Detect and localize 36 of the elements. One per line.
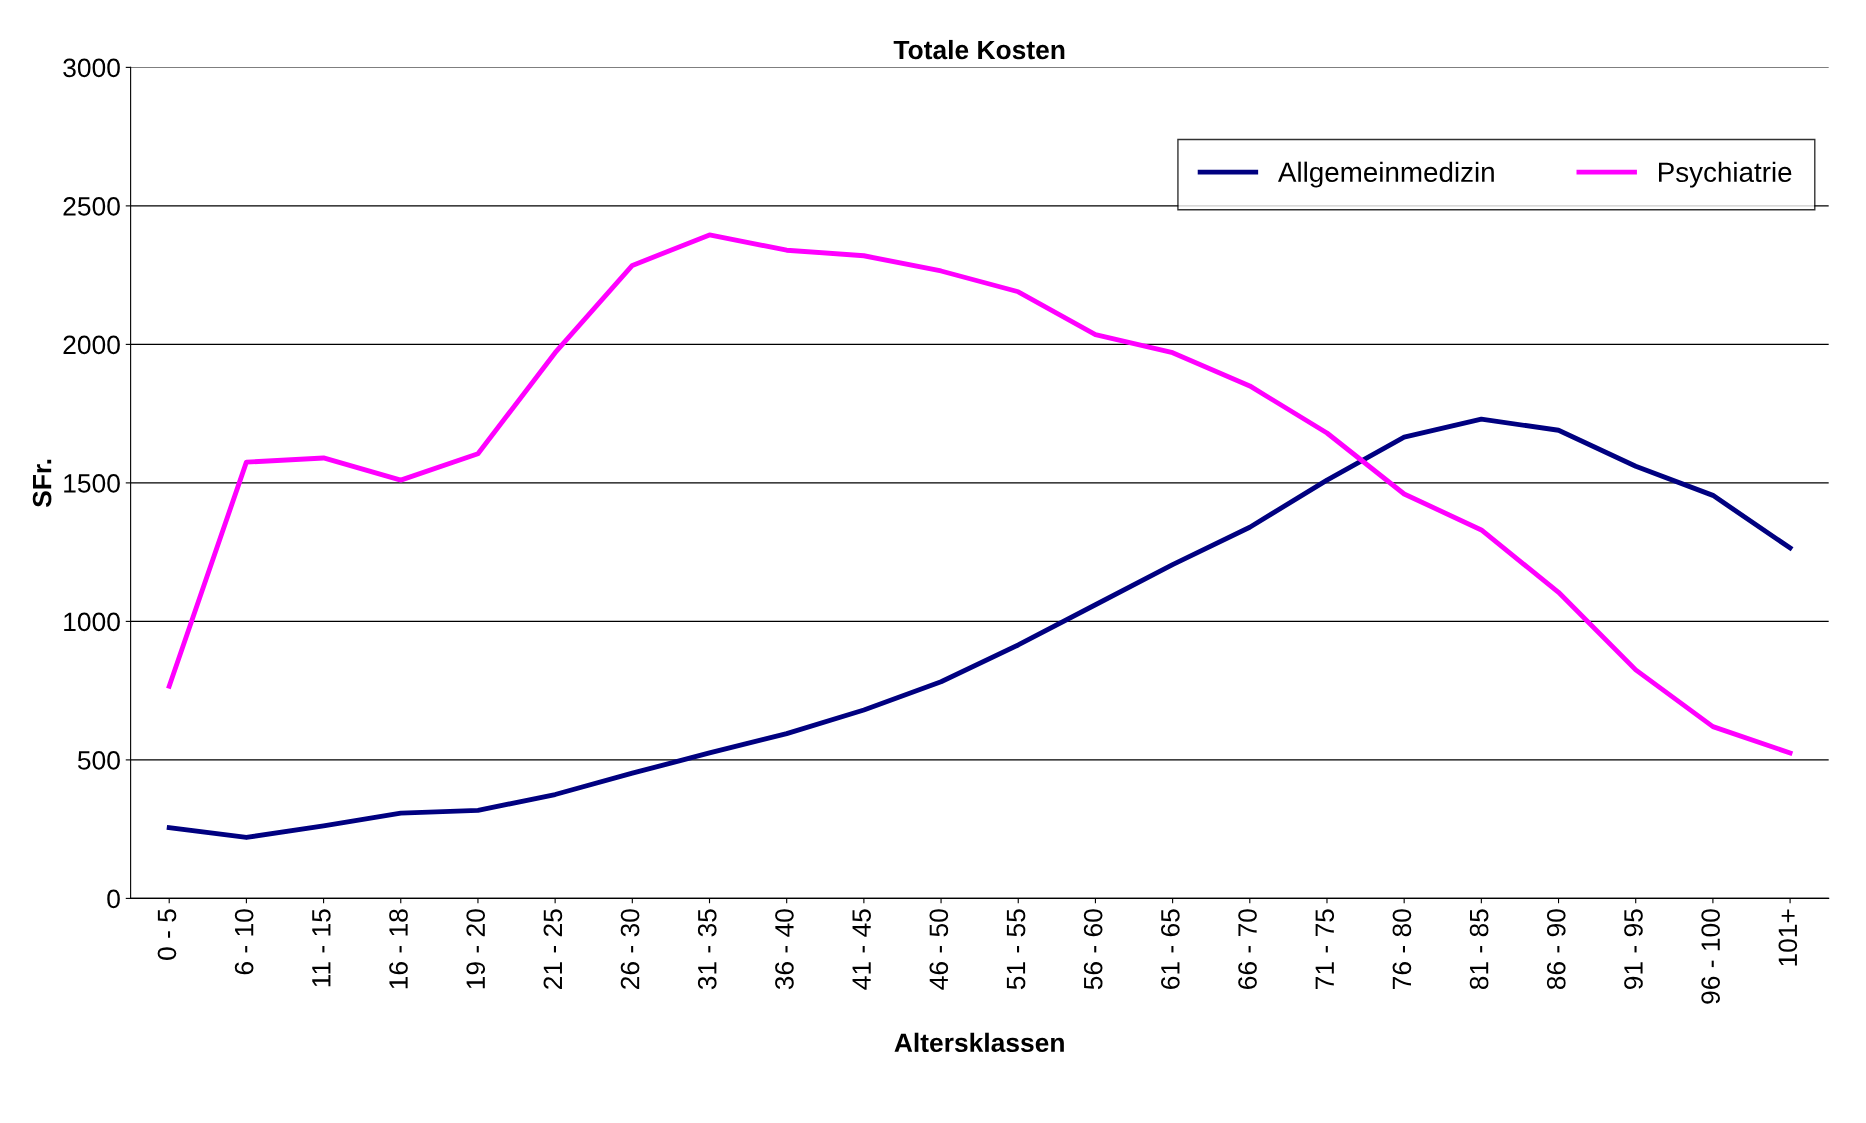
x-tick-label: 0 - 5 [157, 909, 177, 960]
x-tick-label: 26 - 30 [620, 909, 640, 989]
y-axis-title: SFr. [32, 459, 52, 508]
y-tick-label: 1500 [64, 474, 120, 493]
x-tick-label: 101+ [1778, 909, 1798, 966]
line-series [166, 232, 1793, 756]
x-axis-title: Altersklassen [894, 1032, 1064, 1053]
x-tick-label: 56 - 60 [1083, 909, 1103, 990]
x-tick-label: 91 - 95 [1624, 909, 1643, 990]
y-tick-label: 2500 [63, 197, 120, 216]
x-tick-label: 86 - 90 [1546, 909, 1566, 990]
x-tick-label: 76 - 80 [1392, 909, 1412, 989]
y-tick-label: 1000 [64, 612, 120, 632]
chart-title: Totale Kosten [893, 39, 1065, 60]
x-tick-label: 41 - 45 [852, 909, 871, 990]
line-series [166, 416, 1793, 840]
x-tick-label: 31 - 35 [697, 909, 717, 990]
legend-label: Allgemeinmedizin [1277, 161, 1494, 188]
x-tick-label: 6 - 10 [234, 909, 254, 975]
x-tick-label: 19 - 20 [466, 909, 486, 989]
x-tick-label: 16 - 18 [389, 909, 408, 989]
x-tick-label: 81 - 85 [1469, 909, 1489, 990]
y-tick-label: 3000 [63, 58, 120, 78]
x-tick-label: 46 - 50 [929, 909, 949, 990]
x-tick-label: 36 - 40 [775, 909, 794, 990]
x-tick-label: 66 - 70 [1238, 909, 1257, 989]
x-tick-label: 71 - 75 [1315, 909, 1335, 989]
legend-label: Psychiatrie [1659, 161, 1792, 188]
x-tick-label: 61 - 65 [1161, 909, 1180, 989]
x-tick-label: 21 - 25 [543, 909, 563, 989]
x-tick-label: 51 - 55 [1006, 909, 1026, 990]
y-tick-label: 500 [77, 751, 120, 770]
y-tick-label: 2000 [63, 335, 120, 355]
y-tick-label: 0 [107, 889, 120, 909]
x-tick-label: 96 - 100 [1701, 909, 1720, 1004]
x-tick-label: 11 - 15 [312, 909, 331, 987]
